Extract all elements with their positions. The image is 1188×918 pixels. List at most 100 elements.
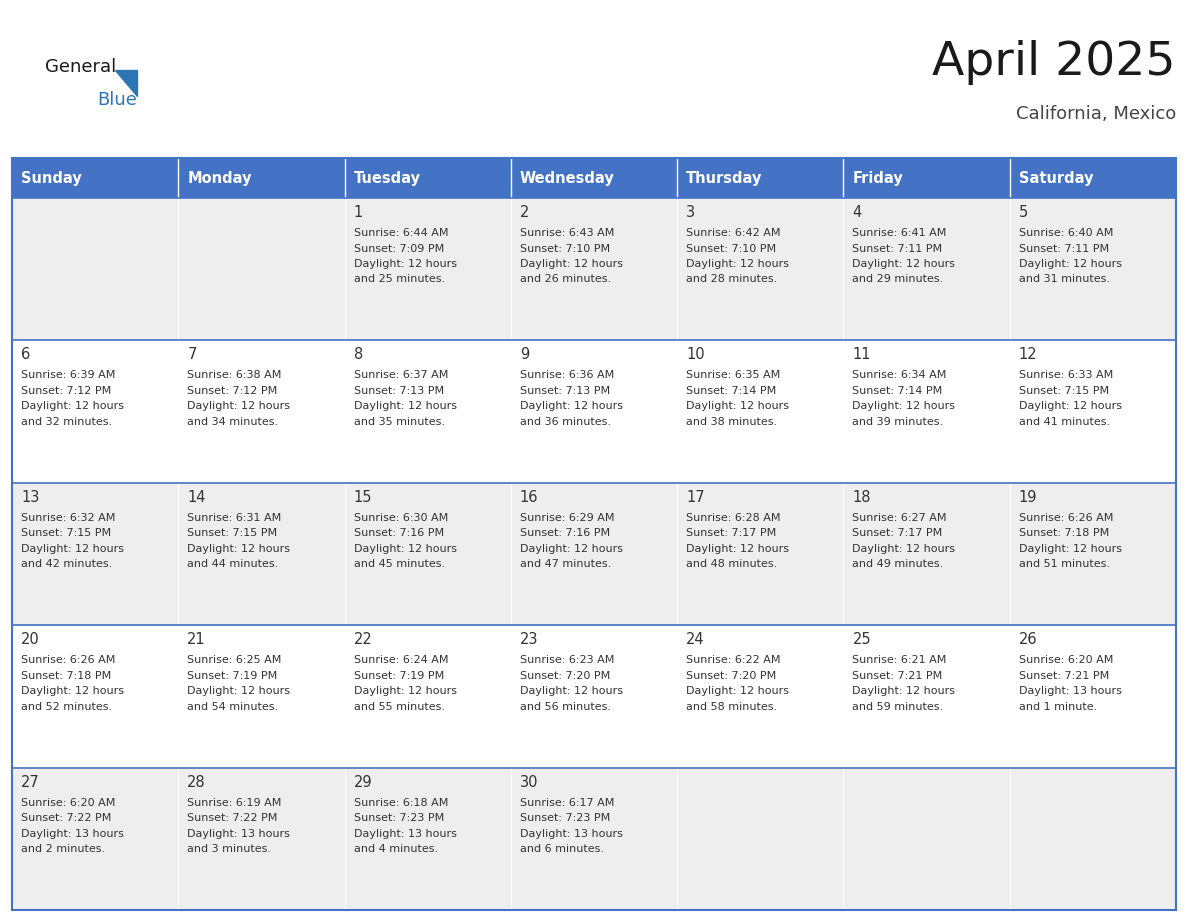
Text: Sunset: 7:17 PM: Sunset: 7:17 PM [853,528,943,538]
Text: Sunset: 7:15 PM: Sunset: 7:15 PM [21,528,112,538]
Text: Sunset: 7:18 PM: Sunset: 7:18 PM [1019,528,1108,538]
Polygon shape [115,70,137,96]
Text: Sunrise: 6:18 AM: Sunrise: 6:18 AM [354,798,448,808]
Text: and 35 minutes.: and 35 minutes. [354,417,444,427]
Text: 2: 2 [520,205,529,220]
Text: Sunset: 7:12 PM: Sunset: 7:12 PM [21,386,112,396]
Text: Daylight: 12 hours: Daylight: 12 hours [520,401,623,411]
Text: 5: 5 [1019,205,1028,220]
Text: Sunrise: 6:21 AM: Sunrise: 6:21 AM [853,655,947,666]
Text: 6: 6 [21,347,30,363]
Text: Daylight: 12 hours: Daylight: 12 hours [1019,259,1121,269]
Text: and 59 minutes.: and 59 minutes. [853,701,943,711]
Text: and 41 minutes.: and 41 minutes. [1019,417,1110,427]
Text: Daylight: 13 hours: Daylight: 13 hours [520,829,623,839]
Text: 25: 25 [853,633,871,647]
Text: and 26 minutes.: and 26 minutes. [520,274,611,285]
Text: 20: 20 [21,633,39,647]
Text: 12: 12 [1019,347,1037,363]
Text: Sunset: 7:11 PM: Sunset: 7:11 PM [853,243,942,253]
Text: Sunrise: 6:25 AM: Sunrise: 6:25 AM [188,655,282,666]
Text: Sunset: 7:17 PM: Sunset: 7:17 PM [687,528,777,538]
Text: Sunset: 7:20 PM: Sunset: 7:20 PM [520,671,611,681]
Text: Sunrise: 6:43 AM: Sunrise: 6:43 AM [520,228,614,238]
Text: and 55 minutes.: and 55 minutes. [354,701,444,711]
Text: 19: 19 [1019,490,1037,505]
Text: Friday: Friday [853,171,903,185]
Text: and 2 minutes.: and 2 minutes. [21,844,105,854]
Text: Sunset: 7:10 PM: Sunset: 7:10 PM [687,243,776,253]
Text: Sunset: 7:10 PM: Sunset: 7:10 PM [520,243,609,253]
Text: Daylight: 13 hours: Daylight: 13 hours [21,829,124,839]
Text: Sunrise: 6:36 AM: Sunrise: 6:36 AM [520,370,614,380]
Text: Daylight: 12 hours: Daylight: 12 hours [520,686,623,696]
Text: Sunset: 7:15 PM: Sunset: 7:15 PM [188,528,278,538]
Text: Daylight: 12 hours: Daylight: 12 hours [188,401,290,411]
Text: and 4 minutes.: and 4 minutes. [354,844,437,854]
Text: Sunrise: 6:20 AM: Sunrise: 6:20 AM [21,798,115,808]
Text: Daylight: 13 hours: Daylight: 13 hours [1019,686,1121,696]
Text: Sunset: 7:23 PM: Sunset: 7:23 PM [354,813,444,823]
Text: Daylight: 12 hours: Daylight: 12 hours [21,686,124,696]
Text: and 28 minutes.: and 28 minutes. [687,274,777,285]
Text: and 45 minutes.: and 45 minutes. [354,559,444,569]
Text: 8: 8 [354,347,362,363]
Text: Sunset: 7:21 PM: Sunset: 7:21 PM [853,671,943,681]
Text: Sunrise: 6:37 AM: Sunrise: 6:37 AM [354,370,448,380]
Text: 1: 1 [354,205,362,220]
Text: Thursday: Thursday [687,171,763,185]
Text: Sunset: 7:14 PM: Sunset: 7:14 PM [853,386,943,396]
Text: Sunrise: 6:34 AM: Sunrise: 6:34 AM [853,370,947,380]
Text: and 31 minutes.: and 31 minutes. [1019,274,1110,285]
Text: 11: 11 [853,347,871,363]
Text: and 6 minutes.: and 6 minutes. [520,844,604,854]
Text: Sunset: 7:15 PM: Sunset: 7:15 PM [1019,386,1108,396]
Text: and 3 minutes.: and 3 minutes. [188,844,271,854]
Text: Sunset: 7:13 PM: Sunset: 7:13 PM [520,386,609,396]
Text: Daylight: 12 hours: Daylight: 12 hours [687,259,789,269]
Text: Daylight: 12 hours: Daylight: 12 hours [520,259,623,269]
Text: 18: 18 [853,490,871,505]
Text: Daylight: 12 hours: Daylight: 12 hours [853,259,955,269]
Text: Sunrise: 6:20 AM: Sunrise: 6:20 AM [1019,655,1113,666]
Text: Sunset: 7:11 PM: Sunset: 7:11 PM [1019,243,1108,253]
Text: Sunset: 7:19 PM: Sunset: 7:19 PM [354,671,444,681]
Text: Daylight: 12 hours: Daylight: 12 hours [853,401,955,411]
Bar [12,158,1176,910]
Text: Sunset: 7:22 PM: Sunset: 7:22 PM [188,813,278,823]
Bar [12,158,178,198]
Text: Daylight: 12 hours: Daylight: 12 hours [21,543,124,554]
Text: Daylight: 12 hours: Daylight: 12 hours [188,686,290,696]
Text: 4: 4 [853,205,861,220]
Bar [12,767,1176,910]
Text: and 38 minutes.: and 38 minutes. [687,417,777,427]
Text: 28: 28 [188,775,206,789]
Bar [12,341,1176,483]
Text: Daylight: 12 hours: Daylight: 12 hours [1019,401,1121,411]
Text: 9: 9 [520,347,529,363]
Text: Sunrise: 6:32 AM: Sunrise: 6:32 AM [21,513,115,522]
Text: and 39 minutes.: and 39 minutes. [853,417,943,427]
Text: Sunrise: 6:42 AM: Sunrise: 6:42 AM [687,228,781,238]
Text: Sunrise: 6:33 AM: Sunrise: 6:33 AM [1019,370,1113,380]
Text: and 54 minutes.: and 54 minutes. [188,701,278,711]
Text: and 32 minutes.: and 32 minutes. [21,417,112,427]
Text: and 42 minutes.: and 42 minutes. [21,559,112,569]
Text: Sunrise: 6:23 AM: Sunrise: 6:23 AM [520,655,614,666]
Text: Saturday: Saturday [1019,171,1093,185]
Text: 21: 21 [188,633,206,647]
Text: Daylight: 12 hours: Daylight: 12 hours [354,401,456,411]
Text: 22: 22 [354,633,372,647]
Text: and 51 minutes.: and 51 minutes. [1019,559,1110,569]
Text: Sunrise: 6:41 AM: Sunrise: 6:41 AM [853,228,947,238]
Text: 14: 14 [188,490,206,505]
Text: Sunrise: 6:35 AM: Sunrise: 6:35 AM [687,370,781,380]
Text: Sunrise: 6:29 AM: Sunrise: 6:29 AM [520,513,614,522]
Text: Daylight: 12 hours: Daylight: 12 hours [354,686,456,696]
Text: Sunrise: 6:28 AM: Sunrise: 6:28 AM [687,513,781,522]
Text: 30: 30 [520,775,538,789]
Text: California, Mexico: California, Mexico [1016,105,1176,123]
Text: Sunrise: 6:40 AM: Sunrise: 6:40 AM [1019,228,1113,238]
Text: Daylight: 12 hours: Daylight: 12 hours [354,543,456,554]
Text: 24: 24 [687,633,704,647]
